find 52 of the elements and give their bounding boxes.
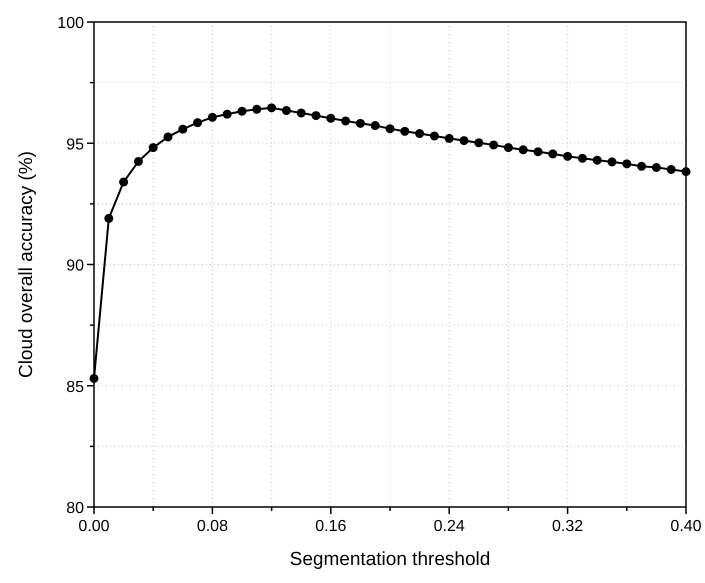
point bbox=[534, 147, 542, 156]
point bbox=[608, 157, 616, 166]
y-tick-label: 80 bbox=[66, 500, 84, 517]
point bbox=[474, 138, 484, 148]
x-tick-label: 0.16 bbox=[315, 518, 346, 535]
point bbox=[430, 131, 439, 140]
point bbox=[208, 112, 217, 122]
y-tick-label: 95 bbox=[66, 136, 84, 154]
point bbox=[415, 129, 424, 138]
point bbox=[578, 154, 587, 163]
point bbox=[460, 136, 468, 146]
point bbox=[592, 156, 602, 165]
point bbox=[134, 156, 143, 166]
point bbox=[312, 111, 320, 120]
point bbox=[518, 145, 528, 154]
point bbox=[326, 114, 336, 123]
point bbox=[252, 104, 262, 114]
point bbox=[148, 143, 158, 152]
point bbox=[296, 108, 306, 118]
point bbox=[164, 132, 172, 142]
x-tick-label: 0.32 bbox=[552, 518, 584, 535]
point bbox=[193, 118, 202, 128]
point bbox=[370, 121, 380, 130]
point bbox=[104, 214, 114, 223]
point bbox=[622, 159, 632, 168]
point bbox=[548, 149, 558, 158]
point bbox=[222, 110, 232, 119]
point bbox=[178, 124, 188, 134]
y-tick-label: 100 bbox=[57, 15, 84, 32]
y-tick-label: 85 bbox=[66, 378, 84, 396]
point bbox=[282, 106, 291, 116]
point bbox=[238, 106, 246, 116]
point bbox=[652, 163, 661, 172]
point bbox=[666, 164, 676, 174]
point bbox=[489, 140, 498, 150]
point bbox=[386, 124, 394, 134]
x-tick-label: 0.00 bbox=[78, 518, 110, 535]
point bbox=[444, 134, 454, 143]
point bbox=[267, 103, 276, 112]
point bbox=[356, 118, 365, 128]
y-tick-label: 90 bbox=[66, 258, 84, 274]
x-tick-label: 0.24 bbox=[434, 518, 465, 535]
x-tick-label: 0.08 bbox=[196, 518, 228, 535]
x-axis-title: Segmentation threshold bbox=[290, 549, 490, 570]
point bbox=[637, 162, 646, 171]
x-tick-label: 0.40 bbox=[670, 518, 702, 535]
y-axis-title: Cloud overall accuracy (%) bbox=[16, 150, 37, 378]
point bbox=[341, 116, 350, 126]
point bbox=[400, 126, 410, 136]
point bbox=[119, 178, 128, 187]
point bbox=[563, 152, 572, 161]
point bbox=[504, 143, 513, 152]
